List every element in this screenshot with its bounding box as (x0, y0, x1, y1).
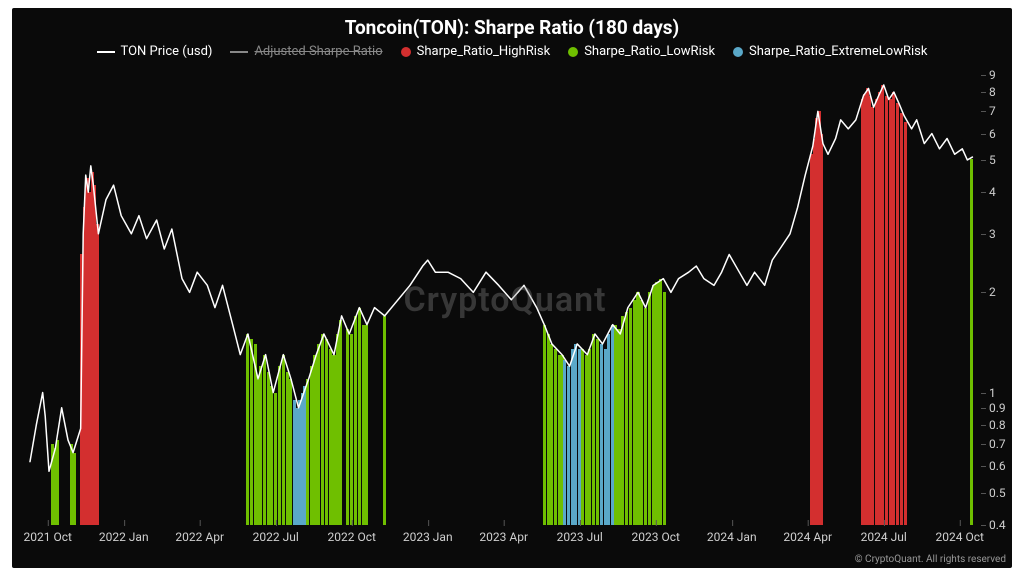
y-tick: 0.5 (989, 486, 1006, 500)
price-line-path (30, 85, 972, 471)
legend-dot (401, 47, 411, 57)
y-tick: 0.8 (989, 418, 1006, 432)
copyright-text: © CryptoQuant. All rights reserved (855, 554, 1006, 565)
legend-item: Sharpe_Ratio_HighRisk (401, 44, 551, 59)
y-tick: 2 (989, 285, 996, 299)
legend-item: Sharpe_Ratio_LowRisk (568, 44, 715, 59)
y-tick: 1 (989, 386, 996, 400)
y-tick: 9 (989, 68, 996, 82)
y-tick: 6 (989, 127, 996, 141)
x-tick: 2022 Oct (328, 530, 376, 544)
x-tick: 2024 Jan (707, 530, 757, 544)
y-tick: 0.6 (989, 459, 1006, 473)
y-tick: 0.7 (989, 437, 1006, 451)
chart-title: Toncoin(TON): Sharpe Ratio (180 days) (0, 16, 1024, 39)
x-tick: 2024 Oct (936, 530, 984, 544)
legend-dot (568, 47, 578, 57)
x-tick: 2023 Jan (403, 530, 453, 544)
x-tick: 2023 Apr (479, 530, 528, 544)
y-axis: 0.40.50.60.70.80.9123456789 (985, 75, 1015, 525)
legend-label: TON Price (usd) (121, 44, 213, 59)
price-line-svg (30, 75, 980, 525)
x-tick: 2024 Jul (861, 530, 907, 544)
chart-legend: TON Price (usd) Adjusted Sharpe Ratio Shar… (0, 44, 1024, 59)
y-tick: 0.4 (989, 518, 1006, 532)
y-tick: 5 (989, 153, 996, 167)
legend-label: Sharpe_Ratio_HighRisk (417, 44, 551, 59)
x-tick: 2022 Apr (175, 530, 224, 544)
x-tick: 2022 Jul (253, 530, 299, 544)
plot-area: CryptoQuant (30, 75, 980, 525)
legend-item: Adjusted Sharpe Ratio (230, 44, 382, 59)
legend-label: Sharpe_Ratio_LowRisk (584, 44, 715, 59)
x-tick: 2021 Oct (24, 530, 72, 544)
x-tick: 2023 Jul (557, 530, 603, 544)
y-tick: 0.9 (989, 401, 1006, 415)
x-tick: 2023 Oct (632, 530, 680, 544)
y-tick: 7 (989, 104, 996, 118)
x-tick: 2022 Jan (99, 530, 149, 544)
y-tick: 8 (989, 85, 996, 99)
y-tick: 3 (989, 227, 996, 241)
legend-item: TON Price (usd) (97, 44, 213, 59)
legend-item: Sharpe_Ratio_ExtremeLowRisk (733, 44, 927, 59)
legend-label: Adjusted Sharpe Ratio (254, 44, 382, 59)
legend-line-swatch (97, 51, 115, 53)
x-tick: 2024 Apr (783, 530, 832, 544)
legend-line-swatch (230, 51, 248, 53)
legend-dot (733, 47, 743, 57)
y-tick: 4 (989, 185, 996, 199)
x-axis: 2021 Oct2022 Jan2022 Apr2022 Jul2022 Oct… (30, 530, 980, 550)
legend-label: Sharpe_Ratio_ExtremeLowRisk (749, 44, 927, 59)
chart-frame: Toncoin(TON): Sharpe Ratio (180 days) TO… (0, 0, 1024, 579)
